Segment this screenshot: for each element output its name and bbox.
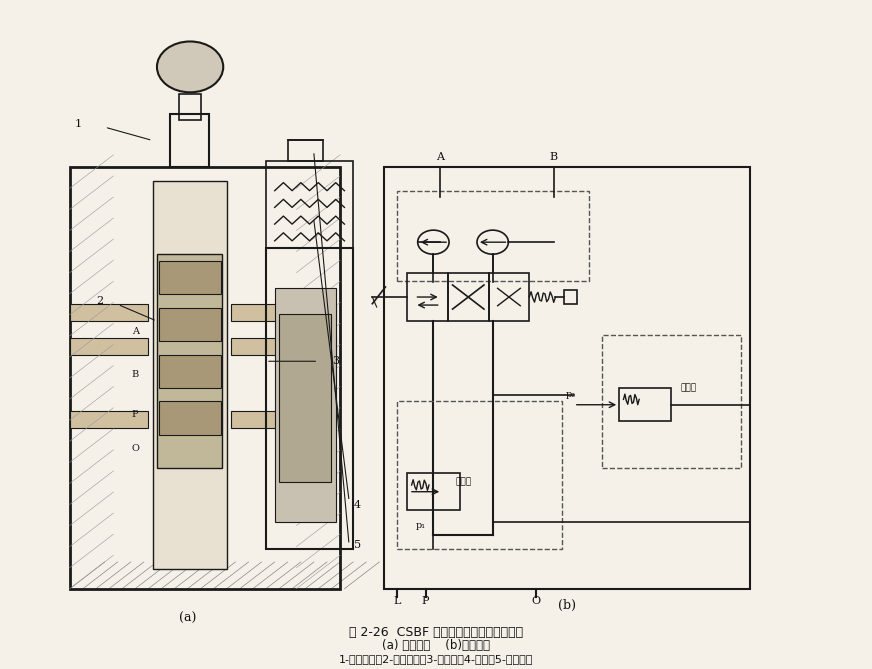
Bar <box>275 288 336 522</box>
Bar <box>70 411 148 428</box>
Text: 分流阀: 分流阀 <box>455 477 471 486</box>
Bar <box>231 304 336 321</box>
Text: B: B <box>549 153 558 162</box>
Bar <box>159 401 221 435</box>
Bar <box>70 167 340 589</box>
Text: 2: 2 <box>97 296 104 306</box>
Text: B: B <box>132 370 139 379</box>
Text: O: O <box>532 596 541 605</box>
Bar <box>448 273 488 321</box>
Bar <box>288 140 323 161</box>
Text: P: P <box>422 596 429 605</box>
Circle shape <box>157 41 223 92</box>
Bar <box>397 191 589 281</box>
Text: O: O <box>131 444 140 453</box>
Text: 1-操纵手柄；2-主阀阀芯；3-分流阀；4-弹簧；5-调节螺钉: 1-操纵手柄；2-主阀阀芯；3-分流阀；4-弹簧；5-调节螺钉 <box>339 654 533 664</box>
Bar <box>153 181 227 569</box>
Bar <box>179 94 201 120</box>
Bar <box>266 248 353 549</box>
Bar <box>266 161 353 248</box>
Bar <box>384 167 750 589</box>
Text: p₂: p₂ <box>566 390 576 399</box>
Text: (b): (b) <box>558 599 576 612</box>
Text: 图 2-26  CSBF 手动比例复合阀结构与符号: 图 2-26 CSBF 手动比例复合阀结构与符号 <box>349 626 523 639</box>
Text: 窗流阀: 窗流阀 <box>680 383 696 393</box>
Bar <box>564 290 577 304</box>
Text: 1: 1 <box>75 119 82 128</box>
Text: P: P <box>132 410 139 419</box>
Bar <box>70 304 148 321</box>
Bar <box>159 308 221 341</box>
Bar <box>159 261 221 294</box>
Bar <box>602 334 741 468</box>
Bar <box>407 273 448 321</box>
Bar <box>231 338 336 355</box>
Bar <box>70 338 148 355</box>
Bar <box>488 273 529 321</box>
Text: (a): (a) <box>179 612 196 626</box>
Text: 4: 4 <box>354 500 361 510</box>
Bar <box>397 401 562 549</box>
Text: p₁: p₁ <box>415 520 426 530</box>
Text: A: A <box>436 153 445 162</box>
Text: 3: 3 <box>332 357 339 366</box>
Text: (a) 工作原理    (b)机能符号: (a) 工作原理 (b)机能符号 <box>382 639 490 652</box>
Bar <box>231 411 336 428</box>
Bar <box>159 355 221 388</box>
Text: L: L <box>393 596 400 605</box>
Bar <box>279 314 331 482</box>
Bar <box>170 114 209 167</box>
Text: A: A <box>132 326 139 336</box>
Bar <box>157 254 222 468</box>
Text: 5: 5 <box>354 541 361 550</box>
Bar <box>619 388 671 421</box>
Bar <box>407 473 460 510</box>
